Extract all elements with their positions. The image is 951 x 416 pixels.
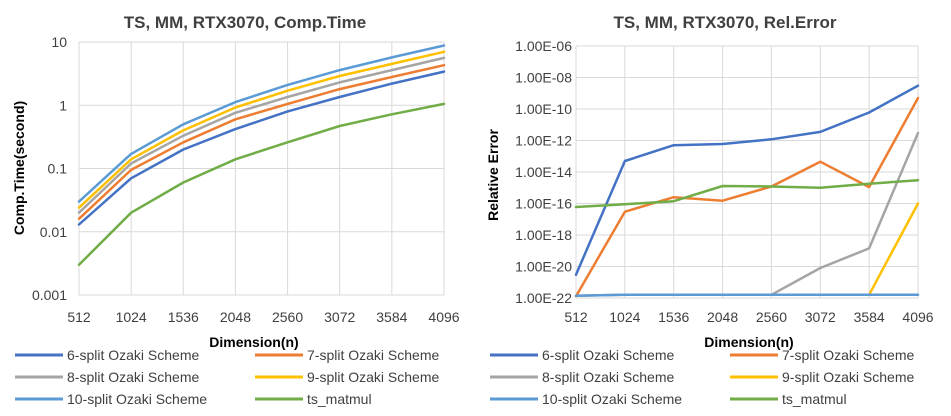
x-axis-label: Dimension(n) [704, 334, 793, 350]
legend-label: 7-split Ozaki Scheme [782, 347, 914, 363]
x-tick-label: 1024 [609, 309, 640, 325]
chart-title: TS, MM, RTX3070, Comp.Time [124, 13, 366, 32]
y-tick-label: 0.01 [40, 224, 67, 240]
legend-label: 9-split Ozaki Scheme [307, 369, 439, 385]
y-tick-label: 1.00E-20 [515, 259, 572, 275]
x-tick-label: 4096 [902, 309, 933, 325]
y-axis-label: Relative Error [485, 129, 501, 221]
y-tick-label: 1.00E-10 [515, 101, 572, 117]
x-tick-label: 1536 [658, 309, 689, 325]
series-line [77, 70, 446, 226]
series-line [574, 178, 920, 209]
chart-title: TS, MM, RTX3070, Rel.Error [614, 13, 837, 32]
legend: 6-split Ozaki Scheme 7-split Ozaki Scheme… [15, 347, 439, 407]
x-tick-label: 2048 [707, 309, 738, 325]
y-tick-label: 0.1 [48, 161, 68, 177]
series-line [77, 102, 446, 267]
series-lines [574, 84, 920, 298]
series-line [867, 202, 920, 297]
x-tick-label: 3072 [805, 309, 836, 325]
x-tick-label: 3584 [854, 309, 885, 325]
series-line [77, 44, 446, 203]
legend-label: ts_matmul [307, 391, 372, 407]
series-lines [77, 44, 446, 267]
x-tick-label: 512 [564, 309, 588, 325]
chart-comp-time: TS, MM, RTX3070, Comp.Time 10 1 0.1 0.01 0.0… [11, 13, 460, 407]
x-tick-labels: 512 1024 1536 2048 2560 3072 3584 4096 [564, 309, 933, 325]
series-line [77, 63, 446, 221]
series-line [77, 56, 446, 214]
y-tick-label: 1.00E-12 [515, 133, 572, 149]
legend-label: 10-split Ozaki Scheme [542, 391, 682, 407]
legend-label: 9-split Ozaki Scheme [782, 369, 914, 385]
y-tick-label: 1.00E-14 [515, 164, 572, 180]
x-tick-label: 1024 [116, 309, 147, 325]
y-tick-label: 1.00E-16 [515, 196, 572, 212]
legend-label: 6-split Ozaki Scheme [542, 347, 674, 363]
x-tick-labels: 512 1024 1536 2048 2560 3072 3584 4096 [67, 309, 459, 325]
legend-label: 8-split Ozaki Scheme [542, 369, 674, 385]
series-line [574, 293, 920, 297]
y-axis-label: Comp.Time(second) [11, 101, 27, 235]
x-tick-label: 2048 [220, 309, 251, 325]
y-tick-label: 0.001 [32, 287, 67, 303]
y-tick-label: 1 [59, 97, 67, 113]
gridlines [575, 45, 919, 299]
y-tick-label: 10 [51, 34, 67, 50]
x-tick-label: 3072 [324, 309, 355, 325]
series-line [77, 50, 446, 209]
series-line [574, 96, 920, 298]
legend-label: 6-split Ozaki Scheme [67, 347, 199, 363]
legend-label: ts_matmul [782, 391, 847, 407]
legend: 6-split Ozaki Scheme 7-split Ozaki Scheme… [490, 347, 914, 407]
y-tick-labels: 1.00E-06 1.00E-08 1.00E-10 1.00E-12 1.00E-14… [515, 38, 572, 306]
legend-label: 10-split Ozaki Scheme [67, 391, 207, 407]
series-line [574, 131, 920, 297]
x-tick-label: 2560 [756, 309, 787, 325]
x-tick-label: 3584 [376, 309, 407, 325]
legend-label: 7-split Ozaki Scheme [307, 347, 439, 363]
x-tick-label: 4096 [428, 309, 459, 325]
x-axis-label: Dimension(n) [209, 334, 298, 350]
x-tick-label: 2560 [272, 309, 303, 325]
legend-label: 8-split Ozaki Scheme [67, 369, 199, 385]
y-tick-label: 1.00E-18 [515, 227, 572, 243]
y-tick-label: 1.00E-06 [515, 38, 572, 54]
y-tick-label: 1.00E-08 [515, 70, 572, 86]
y-tick-label: 1.00E-22 [515, 290, 572, 306]
chart-rel-error: TS, MM, RTX3070, Rel.Error 1.00E-061.00E… [485, 13, 934, 407]
x-tick-label: 512 [67, 309, 91, 325]
x-tick-label: 1536 [168, 309, 199, 325]
series-line [574, 84, 920, 276]
y-tick-labels: 10 1 0.1 0.01 0.001 [32, 34, 67, 303]
